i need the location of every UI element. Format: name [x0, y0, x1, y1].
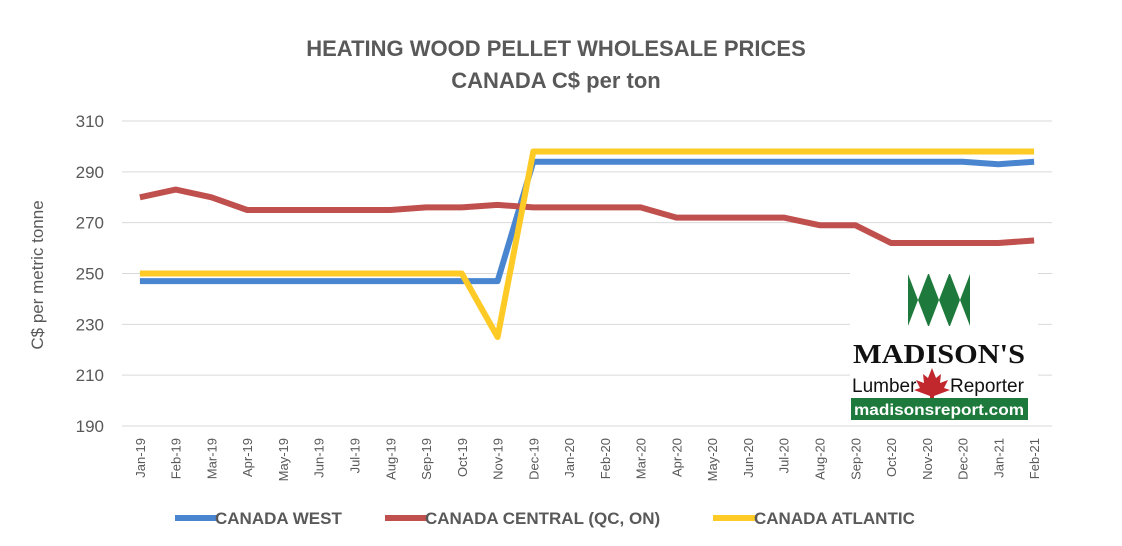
x-tick-label: Mar-20 — [634, 438, 649, 479]
x-tick-label: Jun-20 — [741, 438, 756, 478]
x-tick-label: Feb-20 — [598, 438, 613, 479]
x-tick-label: Jul-19 — [348, 438, 363, 473]
x-tick-label: Nov-19 — [491, 438, 506, 480]
logo-url: madisonsreport.com — [854, 402, 1024, 419]
y-tick-label: 310 — [76, 112, 104, 131]
chart-title-line-2: CANADA C$ per ton — [451, 68, 660, 93]
x-tick-label: Mar-19 — [204, 438, 219, 479]
x-tick-label: Oct-20 — [884, 438, 899, 477]
x-tick-label: Jan-21 — [991, 438, 1006, 478]
x-tick-label: Jan-19 — [133, 438, 148, 478]
y-tick-label: 210 — [76, 366, 104, 385]
x-tick-label: Sep-20 — [848, 438, 863, 480]
chart-title-line-1: HEATING WOOD PELLET WHOLESALE PRICES — [306, 36, 806, 61]
x-tick-label: Dec-19 — [526, 438, 541, 480]
logo-url-bar — [851, 398, 1028, 420]
logo-left-word: Lumber — [852, 376, 917, 397]
x-tick-label: Aug-19 — [383, 438, 398, 480]
series-line-canada-atlantic — [139, 148, 1035, 340]
madisons-logo: MADISON'S Lumber Reporter madisonsreport… — [850, 262, 1038, 424]
x-tick-label: Nov-20 — [920, 438, 935, 480]
x-tick-label: Jul-20 — [777, 438, 792, 473]
logo-name: MADISON'S — [853, 339, 1025, 369]
legend-label-canada-central: CANADA CENTRAL (QC, ON) — [425, 509, 660, 528]
legend-label-canada-atlantic: CANADA ATLANTIC — [754, 509, 915, 528]
x-axis-ticks: Jan-19 Feb-19 Mar-19 Apr-19 May-19 Jun-19 Jul-… — [133, 438, 1042, 481]
legend: CANADA WEST CANADA CENTRAL (QC, ON) CANA… — [175, 509, 915, 528]
x-tick-label: Oct-19 — [455, 438, 470, 477]
x-tick-label: Sep-19 — [419, 438, 434, 480]
y-tick-label: 270 — [76, 214, 104, 233]
y-axis-label: C$ per metric tonne — [28, 200, 47, 349]
y-tick-label: 190 — [76, 417, 104, 436]
x-tick-label: Jan-20 — [562, 438, 577, 478]
series-line-canada-central-qc-on — [139, 186, 1035, 246]
x-tick-label: Feb-21 — [1027, 438, 1042, 479]
x-tick-label: May-20 — [705, 438, 720, 481]
series-lines — [139, 148, 1035, 340]
maple-leaf-icon — [914, 368, 950, 404]
y-tick-label: 290 — [76, 163, 104, 182]
legend-label-canada-west: CANADA WEST — [215, 509, 342, 528]
x-tick-label: Jun-19 — [312, 438, 327, 478]
logo-mountains-icon — [908, 274, 970, 326]
y-axis-ticks: 190 210 230 250 270 290 310 — [76, 112, 104, 436]
x-tick-label: Aug-20 — [813, 438, 828, 480]
x-tick-label: May-19 — [276, 438, 291, 481]
y-tick-label: 230 — [76, 315, 104, 334]
x-tick-label: Apr-19 — [240, 438, 255, 477]
x-tick-label: Apr-20 — [669, 438, 684, 477]
y-tick-label: 250 — [76, 265, 104, 284]
series-line-canada-west — [139, 158, 1035, 285]
logo-right-word: Reporter — [950, 376, 1025, 397]
x-tick-label: Dec-20 — [956, 438, 971, 480]
x-tick-label: Feb-19 — [169, 438, 184, 479]
